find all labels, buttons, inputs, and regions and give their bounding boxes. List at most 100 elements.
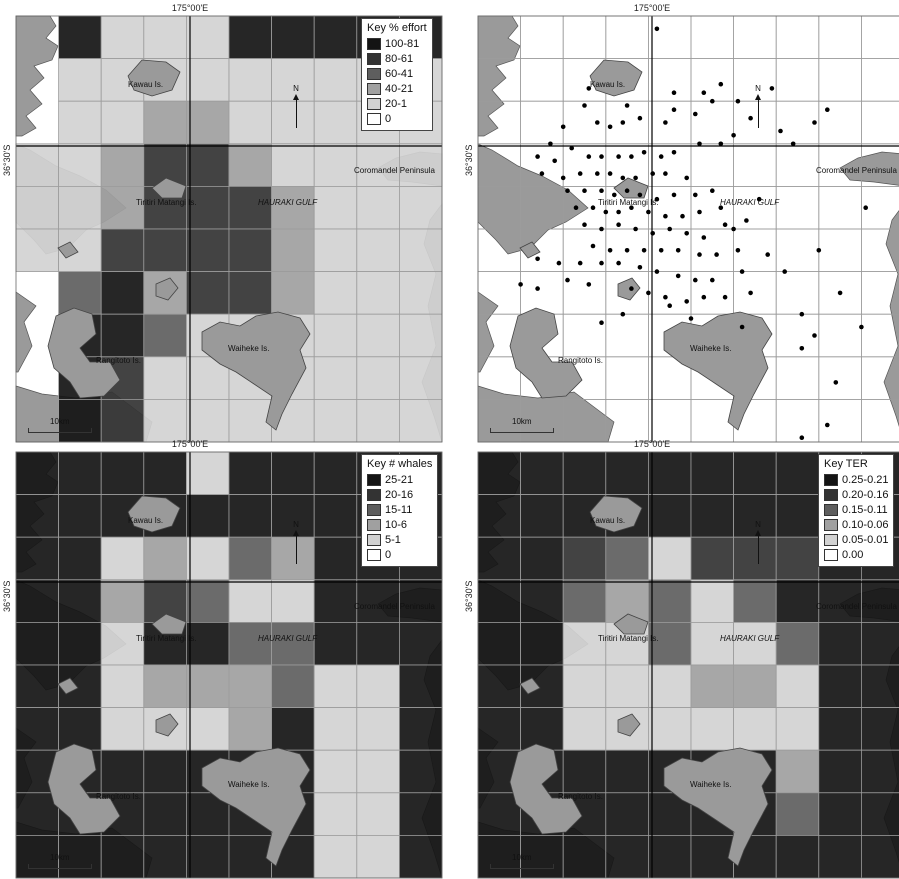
grid-cell <box>520 100 564 145</box>
grid-cell <box>271 707 315 751</box>
grid-cell <box>313 834 358 879</box>
legend-swatch <box>367 112 381 125</box>
grid-cell <box>690 58 734 102</box>
grid-cell <box>313 621 358 666</box>
land-shape-2 <box>15 291 37 373</box>
north-arrow-icon <box>755 530 761 564</box>
grid-cell <box>100 228 145 272</box>
grid-cell <box>775 664 820 708</box>
grid-cell <box>228 664 272 708</box>
legend: Key TER 0.25-0.21 0.20-0.16 0.15-0.11 0.10-… <box>818 454 895 567</box>
grid-cell <box>100 271 145 315</box>
place-label-coromandel: Coromandel Peninsula <box>354 166 435 175</box>
north-arrow-icon <box>755 94 761 128</box>
sighting-point <box>616 260 621 266</box>
sighting-point <box>633 175 638 181</box>
grid-cell <box>228 834 272 879</box>
grid-cell <box>775 451 820 495</box>
grid-cell <box>271 536 315 581</box>
grid-cell <box>313 451 358 495</box>
sighting-point <box>756 196 762 202</box>
sighting-point <box>620 175 626 181</box>
grid-cell <box>647 228 692 272</box>
island-shape-1 <box>151 613 187 635</box>
sighting-point <box>663 171 668 176</box>
grid-cell <box>520 579 564 623</box>
grid-cell <box>520 58 564 102</box>
grid-cell <box>562 621 607 666</box>
legend-item: 40-21 <box>367 81 427 96</box>
legend-item: 0.10-0.06 <box>824 517 888 532</box>
map-frame <box>477 451 899 879</box>
sighting-point <box>718 205 724 210</box>
grid-cell <box>143 749 187 794</box>
grid-cell <box>228 185 272 230</box>
place-label-rangitoto: Rangitoto Is. <box>558 792 603 801</box>
sighting-point <box>769 86 775 91</box>
longitude-label: 175°00'E <box>171 3 209 13</box>
coordinate-lines <box>15 15 443 443</box>
map-frame <box>15 451 443 879</box>
grid-cell <box>313 185 358 230</box>
legend-swatch <box>824 473 838 486</box>
grid-cell <box>818 792 862 836</box>
sighting-point <box>863 205 868 210</box>
grid-cell <box>520 536 564 581</box>
sighting-points <box>518 26 868 441</box>
grid-cell <box>185 228 230 272</box>
grid-cell <box>271 143 315 187</box>
grid-cell <box>860 664 899 708</box>
grid-cell <box>562 664 607 708</box>
sighting-point <box>539 171 545 176</box>
grid-cell <box>313 664 358 708</box>
sighting-point <box>663 294 668 300</box>
sighting-point <box>590 205 596 210</box>
grid-cell <box>313 58 358 102</box>
latitude-label: 36°30'S <box>2 580 12 612</box>
sighting-point <box>710 277 715 283</box>
sighting-point <box>560 124 566 130</box>
sighting-point <box>816 248 822 253</box>
sighting-point <box>603 209 609 215</box>
grid-cell <box>143 313 187 358</box>
scale-label: 10km <box>50 417 70 426</box>
island-shape-4 <box>155 713 179 737</box>
grid-cell <box>356 356 400 400</box>
legend-swatch <box>367 82 381 95</box>
legend-label: 0.05-0.01 <box>842 533 889 546</box>
sighting-point <box>556 260 562 266</box>
sighting-point <box>535 286 540 291</box>
sighting-point <box>735 248 741 253</box>
grid-cell <box>647 494 692 538</box>
scale-bar <box>490 428 554 433</box>
sighting-point <box>637 265 643 270</box>
grid-cell <box>228 621 272 666</box>
sighting-point <box>616 154 621 159</box>
legend-label: 10-6 <box>385 518 408 531</box>
grid-cell <box>100 398 145 443</box>
grid-cell <box>100 143 145 187</box>
sighting-point <box>718 81 724 87</box>
island-shape-3 <box>663 747 773 867</box>
whales-map-panel: 175°00'E 36°30'S Key # whales 25-21 20-16… <box>2 439 443 879</box>
island-shape-3 <box>201 747 311 867</box>
island-shape-0 <box>127 59 181 97</box>
legend-swatch <box>367 488 381 501</box>
sighting-point <box>560 175 566 181</box>
grid-cell <box>185 451 230 495</box>
grid-cell <box>143 15 187 59</box>
island-shape-5 <box>57 241 79 259</box>
sighting-point <box>565 277 570 283</box>
grid-cell <box>562 271 607 315</box>
grid-cell <box>690 707 734 751</box>
grid-cell <box>477 792 521 836</box>
scale-bar <box>28 428 92 433</box>
grid-cell <box>398 579 443 623</box>
grid-cell <box>860 792 899 836</box>
sighting-point <box>722 222 728 227</box>
grid-cell <box>313 15 358 59</box>
sighting-point <box>607 124 613 130</box>
island-shape-4 <box>155 277 179 301</box>
sighting-point <box>697 141 702 147</box>
grid-cell <box>15 536 59 581</box>
